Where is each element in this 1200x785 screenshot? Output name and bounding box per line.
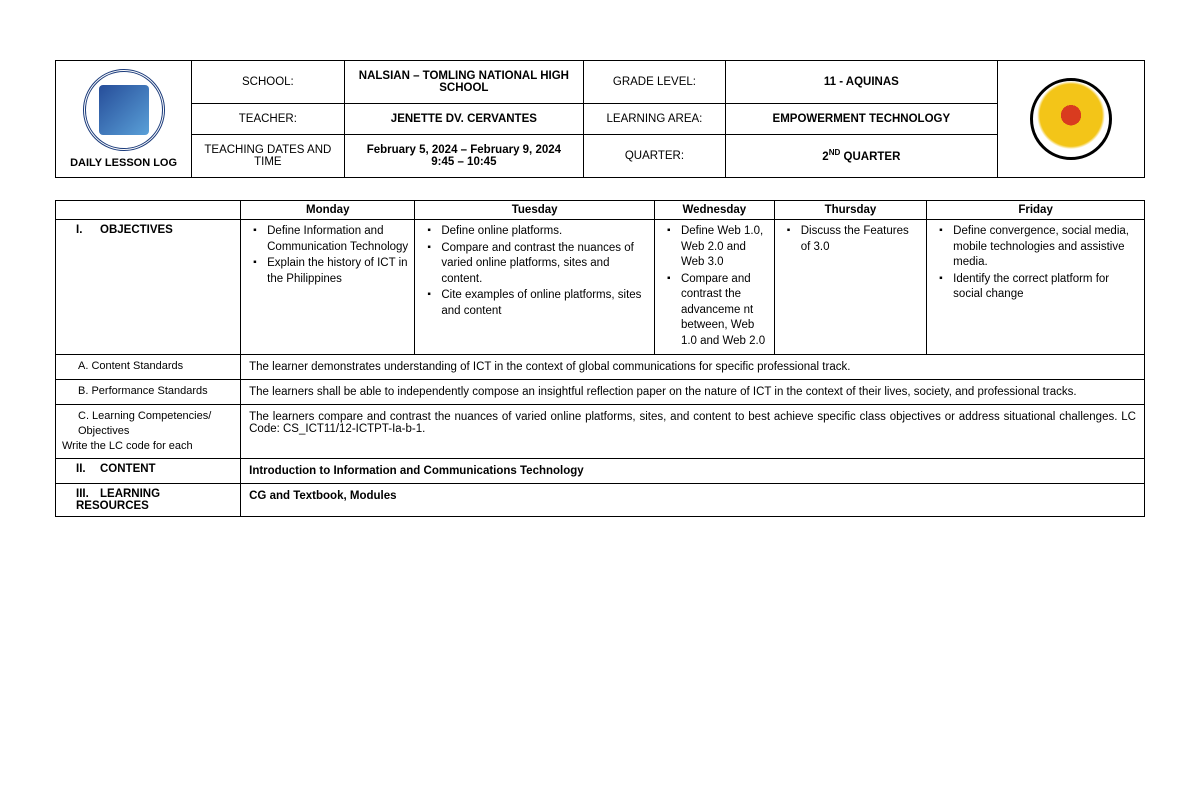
lc-label: C. Learning Competencies/ Objectives [78, 410, 211, 437]
header-table: DAILY LESSON LOG SCHOOL: NALSIAN – TOMLI… [55, 60, 1145, 178]
performance-standards-text: The learners shall be able to independen… [241, 380, 1145, 405]
content-row: II.CONTENT Introduction to Information a… [56, 458, 1145, 483]
learning-competencies-row: C. Learning Competencies/ Objectives Wri… [56, 405, 1145, 459]
content-label: II.CONTENT [56, 458, 241, 483]
list-item: Compare and contrast the nuances of vari… [425, 241, 648, 288]
list-item: Define online platforms. [425, 224, 648, 240]
empty-corner [56, 201, 241, 220]
learning-competencies-label: C. Learning Competencies/ Objectives Wri… [56, 405, 241, 459]
content-standards-text: The learner demonstrates understanding o… [241, 355, 1145, 380]
resources-text: CG and Textbook, Modules [241, 483, 1145, 516]
school-value: NALSIAN – TOMLING NATIONAL HIGH SCHOOL [344, 61, 584, 104]
objectives-tuesday: Define online platforms. Compare and con… [415, 220, 655, 355]
resources-row: III.LEARNING RESOURCES CG and Textbook, … [56, 483, 1145, 516]
area-value: EMPOWERMENT TECHNOLOGY [725, 104, 997, 135]
area-label: LEARNING AREA: [584, 104, 726, 135]
school-label: SCHOOL: [192, 61, 344, 104]
dates-value: February 5, 2024 – February 9, 2024 9:45… [344, 134, 584, 177]
list-item: Cite examples of online platforms, sites… [425, 288, 648, 319]
content-standards-label: A. Content Standards [56, 355, 241, 380]
grade-value: 11 - AQUINAS [725, 61, 997, 104]
quarter-label: QUARTER: [584, 134, 726, 177]
day-tuesday: Tuesday [415, 201, 655, 220]
left-logo-cell: DAILY LESSON LOG [56, 61, 192, 178]
objectives-text: OBJECTIVES [100, 224, 173, 236]
objectives-monday: Define Information and Communication Tec… [241, 220, 415, 355]
objectives-wednesday: Define Web 1.0, Web 2.0 and Web 3.0 Comp… [654, 220, 774, 355]
content-standards-row: A. Content Standards The learner demonst… [56, 355, 1145, 380]
list-item: Define convergence, social media, mobile… [937, 224, 1138, 271]
list-item: Explain the history of ICT in the Philip… [251, 256, 408, 287]
content-num: II. [76, 463, 100, 475]
grade-label: GRADE LEVEL: [584, 61, 726, 104]
dates-line1: February 5, 2024 – February 9, 2024 [367, 144, 561, 156]
list-item: Define Web 1.0, Web 2.0 and Web 3.0 [665, 224, 768, 271]
objectives-row: I.OBJECTIVES Define Information and Comm… [56, 220, 1145, 355]
quarter-value: 2ND QUARTER [725, 134, 997, 177]
content-text-label: CONTENT [100, 463, 156, 475]
list-item: Discuss the Features of 3.0 [785, 224, 920, 255]
days-row: Monday Tuesday Wednesday Thursday Friday [56, 201, 1145, 220]
content-text: Introduction to Information and Communic… [241, 458, 1145, 483]
dates-line2: 9:45 – 10:45 [431, 156, 496, 168]
teacher-value: JENETTE DV. CERVANTES [344, 104, 584, 135]
dll-label: DAILY LESSON LOG [62, 157, 185, 169]
lc-sublabel: Write the LC code for each [62, 439, 193, 454]
learning-competencies-text: The learners compare and contrast the nu… [241, 405, 1145, 459]
list-item: Define Information and Communication Tec… [251, 224, 408, 255]
school-logo [1030, 78, 1112, 160]
resources-label: III.LEARNING RESOURCES [56, 483, 241, 516]
quarter-suffix: QUARTER [840, 151, 900, 163]
list-item: Compare and contrast the advanceme nt be… [665, 272, 768, 350]
performance-standards-label: B. Performance Standards [56, 380, 241, 405]
deped-logo [83, 69, 165, 151]
day-friday: Friday [927, 201, 1145, 220]
objectives-friday: Define convergence, social media, mobile… [927, 220, 1145, 355]
resources-num: III. [76, 488, 100, 500]
right-logo-cell [997, 61, 1144, 178]
day-monday: Monday [241, 201, 415, 220]
objectives-label: I.OBJECTIVES [56, 220, 241, 355]
objectives-num: I. [76, 224, 100, 236]
day-wednesday: Wednesday [654, 201, 774, 220]
teacher-label: TEACHER: [192, 104, 344, 135]
content-table: Monday Tuesday Wednesday Thursday Friday… [55, 200, 1145, 517]
objectives-thursday: Discuss the Features of 3.0 [774, 220, 926, 355]
day-thursday: Thursday [774, 201, 926, 220]
dates-label: TEACHING DATES AND TIME [192, 134, 344, 177]
quarter-sup: ND [829, 148, 841, 157]
list-item: Identify the correct platform for social… [937, 272, 1138, 303]
performance-standards-row: B. Performance Standards The learners sh… [56, 380, 1145, 405]
